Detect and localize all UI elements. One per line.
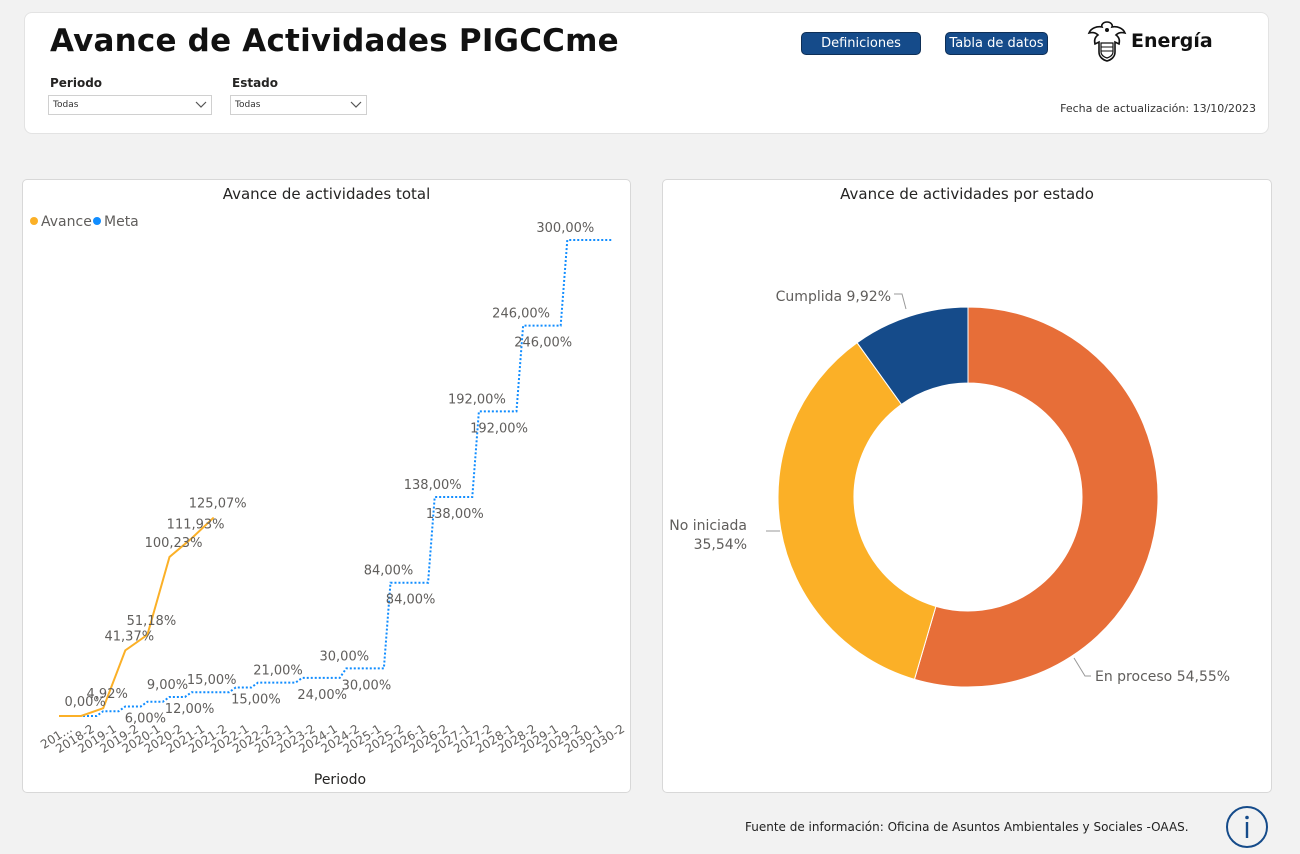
source-note: Fuente de información: Oficina de Asunto… xyxy=(745,820,1189,834)
line-chart-x-axis-title: Periodo xyxy=(314,772,366,788)
line-chart-title: Avance de actividades total xyxy=(222,185,431,203)
avance-data-label: 125,07% xyxy=(189,497,247,512)
meta-data-label: 30,00% xyxy=(320,649,370,664)
meta-data-label: 30,00% xyxy=(342,678,392,693)
info-icon xyxy=(1245,815,1249,838)
en-proceso-slice[interactable] xyxy=(913,306,1159,688)
no-iniciada-value-label: 35,54% xyxy=(694,537,747,553)
meta-data-label: 21,00% xyxy=(253,664,303,679)
no-iniciada-slice[interactable] xyxy=(777,342,937,680)
legend-avance-marker xyxy=(30,217,38,225)
meta-data-label: 192,00% xyxy=(470,421,528,436)
en-proceso-label: En proceso 54,55% xyxy=(1095,669,1230,685)
avance-data-label: 51,18% xyxy=(127,614,177,629)
meta-data-label: 12,00% xyxy=(165,702,215,717)
estado-filter-label: Estado xyxy=(232,76,279,90)
avance-data-label: 41,37% xyxy=(105,629,155,644)
meta-data-label: 24,00% xyxy=(297,688,347,703)
meta-series-line[interactable] xyxy=(59,239,612,717)
chevron-down-icon xyxy=(350,101,362,108)
line-chart-legend[interactable]: Avance Meta xyxy=(30,214,139,230)
avance-data-label: 111,93% xyxy=(167,517,225,532)
meta-data-label: 84,00% xyxy=(364,564,414,579)
cumplida-label: Cumplida 9,92% xyxy=(776,289,891,305)
coat-of-arms-icon xyxy=(1087,21,1127,62)
meta-data-label: 84,00% xyxy=(386,593,436,608)
donut-chart-title: Avance de actividades por estado xyxy=(840,185,1094,203)
meta-data-label: 246,00% xyxy=(492,307,550,322)
estado-filter-value: Todas xyxy=(235,100,261,110)
meta-data-label: 300,00% xyxy=(536,221,594,236)
info-button[interactable] xyxy=(1226,806,1268,848)
avance-data-label: 4,92% xyxy=(87,687,128,702)
update-date: Fecha de actualización: 13/10/2023 xyxy=(1060,102,1256,115)
donut-chart-panel: Avance de actividades por estado En proc… xyxy=(662,179,1272,793)
meta-data-label: 9,00% xyxy=(147,678,188,693)
legend-meta-label: Meta xyxy=(104,214,139,230)
line-chart: Avance Meta 0,00%4,92% 41,37%51,18% 100,23… xyxy=(30,214,627,788)
meta-data-label: 15,00% xyxy=(187,673,237,688)
meta-data-label: 138,00% xyxy=(404,478,462,493)
avance-data-label: 100,23% xyxy=(145,536,203,551)
page-title: Avance de Actividades PIGCCme xyxy=(50,23,619,59)
cumplida-leader-line xyxy=(894,293,907,310)
periodo-filter-label: Periodo xyxy=(50,76,103,90)
periodo-filter-value: Todas xyxy=(53,100,79,110)
meta-data-label: 192,00% xyxy=(448,392,506,407)
logo-text: Energía xyxy=(1131,30,1213,52)
legend-meta-marker xyxy=(93,217,101,225)
line-chart-panel: Avance de actividades total Avance Meta … xyxy=(22,179,631,793)
cumplida-slice[interactable] xyxy=(856,306,969,406)
meta-data-label: 6,00% xyxy=(125,712,166,727)
legend-avance-label: Avance xyxy=(41,214,92,230)
meta-data-label: 246,00% xyxy=(514,336,572,351)
tabla-de-datos-button[interactable]: Tabla de datos xyxy=(945,32,1048,55)
meta-data-label: 138,00% xyxy=(426,507,484,522)
chevron-down-icon xyxy=(195,101,207,108)
avance-data-label: 0,00% xyxy=(64,695,105,710)
header-card: Avance de Actividades PIGCCme Periodo To… xyxy=(24,12,1269,134)
no-iniciada-label: No iniciada xyxy=(669,518,747,534)
energia-logo: Energía xyxy=(1085,18,1215,64)
donut-chart: En proceso 54,55% No iniciada 35,54% Cumpli… xyxy=(669,289,1230,688)
periodo-filter-select[interactable]: Todas xyxy=(48,95,212,115)
estado-filter-select[interactable]: Todas xyxy=(230,95,367,115)
meta-data-label: 15,00% xyxy=(231,693,281,708)
en-proceso-leader-line xyxy=(1073,657,1091,677)
avance-series-line[interactable] xyxy=(59,516,215,717)
definiciones-button[interactable]: Definiciones xyxy=(801,32,921,55)
